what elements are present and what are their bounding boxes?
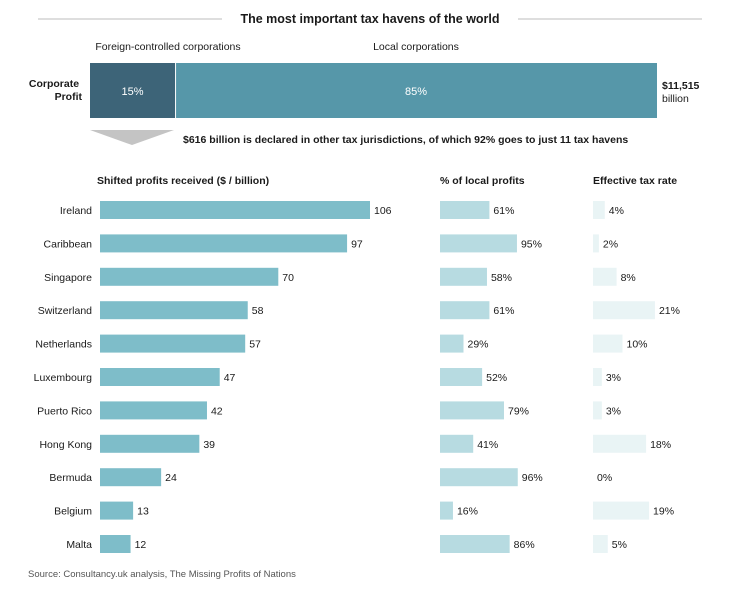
tax-rate-value-caribbean: 2%	[603, 238, 618, 250]
tax-rate-bar-hong-kong	[593, 434, 647, 453]
shifted-value-puerto-rico: 42	[211, 405, 223, 417]
shifted-value-switzerland: 58	[252, 305, 264, 317]
shifted-bar-ireland	[100, 201, 370, 219]
tax-rate-value-ireland: 4%	[609, 205, 624, 217]
foreign-corporations-label: Foreign-controlled corporations	[95, 41, 240, 53]
tax-rate-bar-caribbean	[593, 234, 599, 253]
shifted-profits-header: Shifted profits received ($ / billion)	[97, 175, 269, 187]
tax-rate-value-bermuda: 0%	[597, 472, 612, 484]
local-corporations-label: Local corporations	[373, 41, 459, 53]
chart-title: The most important tax havens of the wor…	[240, 12, 499, 26]
callout-text: $616 billion is declared in other tax ju…	[183, 134, 628, 146]
local-profits-bar-switzerland	[440, 301, 490, 320]
shifted-bar-bermuda	[100, 468, 162, 487]
shifted-bar-netherlands	[100, 334, 246, 353]
tax-rate-bar-puerto-rico	[593, 401, 602, 420]
tax-rate-value-puerto-rico: 3%	[606, 405, 621, 417]
total-profit-value: $11,515	[662, 80, 700, 92]
local-profits-bar-ireland	[440, 201, 490, 219]
tax-rate-header: Effective tax rate	[593, 175, 677, 187]
shifted-value-bermuda: 24	[165, 472, 177, 484]
shifted-value-hong-kong: 39	[203, 439, 215, 451]
tax-rate-value-malta: 5%	[612, 539, 627, 551]
total-profit-unit: billion	[662, 93, 689, 105]
local-profits-value-malta: 86%	[514, 539, 535, 551]
shifted-bar-caribbean	[100, 234, 348, 253]
local-profits-value-switzerland: 61%	[493, 305, 514, 317]
local-profits-value-luxembourg: 52%	[486, 372, 507, 384]
shifted-bar-malta	[100, 535, 131, 553]
local-profits-value-netherlands: 29%	[467, 339, 488, 351]
local-profits-bar-singapore	[440, 267, 487, 286]
shifted-bar-hong-kong	[100, 434, 200, 453]
tax-rate-value-hong-kong: 18%	[650, 439, 671, 451]
category-label-puerto-rico: Puerto Rico	[37, 405, 92, 417]
tax-rate-bar-luxembourg	[593, 368, 602, 386]
tax-rate-bar-belgium	[593, 501, 650, 520]
tax-rate-bar-singapore	[593, 267, 617, 286]
foreign-share-segment	[90, 63, 176, 118]
chart-rows: Ireland 106 61% 4% Caribbean 97 95% 2% Singapore…	[34, 201, 680, 553]
category-label-singapore: Singapore	[44, 272, 92, 284]
tax-rate-value-netherlands: 10%	[627, 339, 648, 351]
category-label-hong-kong: Hong Kong	[39, 439, 92, 451]
callout-arrow	[90, 130, 174, 145]
tax-rate-value-belgium: 19%	[653, 506, 674, 518]
local-profits-value-caribbean: 95%	[521, 238, 542, 250]
tax-rate-bar-netherlands	[593, 334, 623, 353]
shifted-value-singapore: 70	[282, 272, 294, 284]
category-label-bermuda: Bermuda	[49, 472, 92, 484]
shifted-value-ireland: 106	[374, 205, 392, 217]
shifted-value-caribbean: 97	[351, 238, 363, 250]
local-profits-value-singapore: 58%	[491, 272, 512, 284]
shifted-bar-belgium	[100, 501, 134, 520]
local-profits-value-puerto-rico: 79%	[508, 405, 529, 417]
tax-rate-value-switzerland: 21%	[659, 305, 680, 317]
local-profits-value-bermuda: 96%	[522, 472, 543, 484]
local-profits-bar-bermuda	[440, 468, 518, 487]
local-profits-value-ireland: 61%	[493, 205, 514, 217]
shifted-bar-puerto-rico	[100, 401, 207, 420]
local-profits-value-hong-kong: 41%	[477, 439, 498, 451]
shifted-value-belgium: 13	[137, 506, 149, 518]
local-profits-bar-puerto-rico	[440, 401, 504, 420]
corporate-profit-row-label: Corporate Profit	[29, 78, 83, 103]
category-label-netherlands: Netherlands	[35, 339, 92, 351]
local-profits-bar-malta	[440, 535, 510, 553]
local-profits-value-belgium: 16%	[457, 506, 478, 518]
category-label-belgium: Belgium	[54, 506, 92, 518]
source-note: Source: Consultancy.uk analysis, The Mis…	[28, 569, 296, 580]
shifted-bar-singapore	[100, 267, 279, 286]
category-label-ireland: Ireland	[60, 205, 92, 217]
local-profits-bar-caribbean	[440, 234, 517, 253]
category-label-switzerland: Switzerland	[38, 305, 92, 317]
local-profits-bar-netherlands	[440, 334, 464, 353]
foreign-share-value: 15%	[122, 86, 144, 98]
local-share-value: 85%	[405, 86, 427, 98]
category-label-luxembourg: Luxembourg	[34, 372, 93, 384]
tax-rate-bar-switzerland	[593, 301, 655, 320]
category-label-caribbean: Caribbean	[44, 238, 93, 250]
tax-rate-bar-ireland	[593, 201, 605, 219]
category-label-malta: Malta	[66, 539, 92, 551]
tax-rate-value-singapore: 8%	[621, 272, 636, 284]
shifted-bar-luxembourg	[100, 368, 220, 386]
shifted-bar-switzerland	[100, 301, 248, 320]
shifted-value-malta: 12	[135, 539, 147, 551]
local-share-segment	[176, 63, 658, 118]
shifted-value-luxembourg: 47	[224, 372, 236, 384]
tax-rate-bar-malta	[593, 535, 608, 553]
local-profits-bar-luxembourg	[440, 368, 483, 386]
local-profits-bar-hong-kong	[440, 434, 474, 453]
tax-rate-value-luxembourg: 3%	[606, 372, 621, 384]
local-profits-header: % of local profits	[440, 175, 525, 187]
local-profits-bar-belgium	[440, 501, 453, 520]
shifted-value-netherlands: 57	[249, 339, 261, 351]
